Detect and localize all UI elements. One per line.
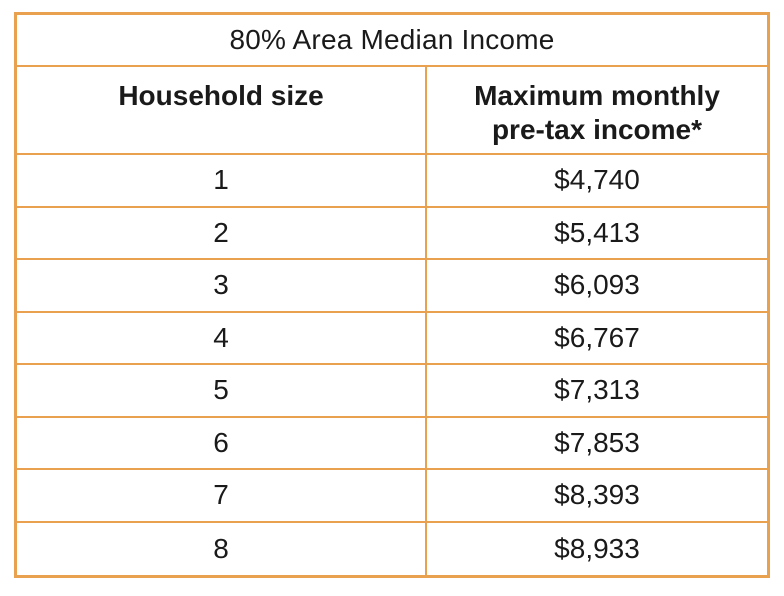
- table-title: 80% Area Median Income: [17, 15, 767, 67]
- header-max-monthly-income: Maximum monthly pre-tax income*: [427, 67, 767, 155]
- table-row-income: $5,413: [427, 208, 767, 260]
- table-row-size: 6: [17, 417, 427, 470]
- header-household-size-label: Household size: [118, 80, 324, 111]
- table-row-income: $8,933: [554, 532, 640, 564]
- table-row-income: $6,767: [427, 313, 767, 365]
- table-row-income: $7,313: [427, 365, 767, 418]
- table-row-income: $7,853: [427, 418, 767, 470]
- table-row-size: 8: [17, 522, 427, 575]
- table-row-income: $8,393: [427, 470, 767, 523]
- table-row-size: 4: [17, 312, 427, 365]
- table-grid: 80% Area Median Income Household size Ma…: [17, 15, 767, 575]
- table-row-size: 3: [17, 260, 427, 313]
- table-row-size: 2: [17, 207, 427, 260]
- table-row-income: $4,740: [427, 155, 767, 208]
- header-income-line1: Maximum monthly: [474, 80, 720, 111]
- table-row-size: 5: [17, 365, 427, 418]
- header-income-line2: pre-tax income*: [491, 113, 703, 145]
- table-row-income: $6,093: [427, 260, 767, 313]
- header-household-size: Household size: [17, 67, 427, 155]
- table-row-size: 7: [17, 470, 427, 523]
- table-row-size: 1: [17, 155, 427, 208]
- income-limits-table: 80% Area Median Income Household size Ma…: [14, 12, 770, 578]
